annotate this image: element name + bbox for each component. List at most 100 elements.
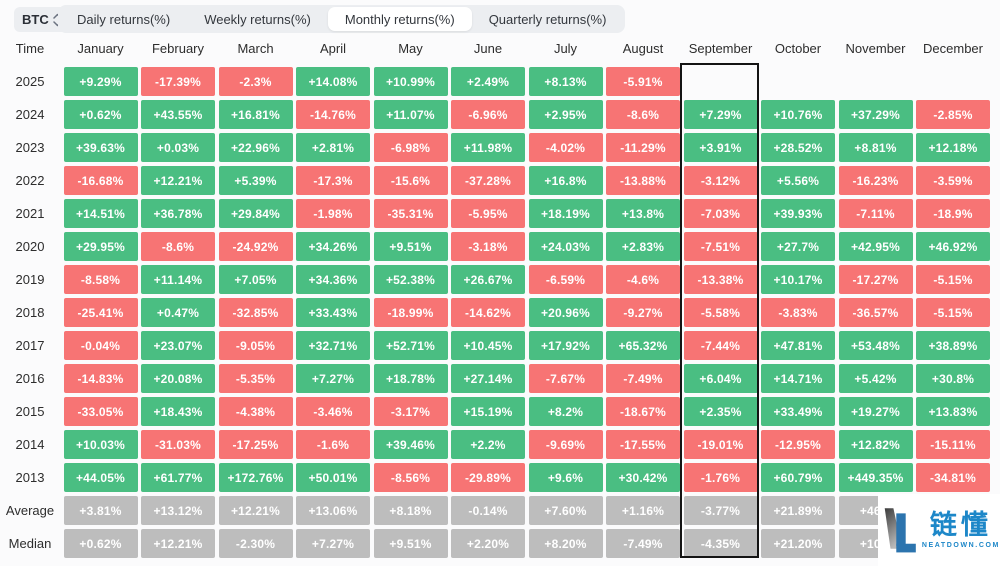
return-cell-2025-february: -17.39% xyxy=(141,67,215,96)
column-header-june: June xyxy=(473,41,503,56)
row-label-2016: 2016 xyxy=(15,371,45,386)
return-cell-2013-july: +9.6% xyxy=(528,463,603,492)
return-cell-2023-august: -11.29% xyxy=(606,133,680,162)
row-label-2013: 2013 xyxy=(15,470,45,485)
return-cell-2022-february: +12.21% xyxy=(141,166,215,195)
return-cell-2021-august: +13.8% xyxy=(606,199,680,228)
return-cell-2023-november: +8.81% xyxy=(838,133,913,162)
return-cell-2018-september: -5.58% xyxy=(683,298,758,327)
return-cell-2016-september: +6.04% xyxy=(683,364,758,393)
return-cell-median-january: +0.62% xyxy=(63,529,138,558)
row-label-2022: 2022 xyxy=(15,173,45,188)
return-cell-2017-november: +53.48% xyxy=(838,331,913,360)
return-cell-2015-april: -3.46% xyxy=(296,397,370,426)
return-cell-average-june: -0.14% xyxy=(451,496,525,525)
return-cell-2020-december: +46.92% xyxy=(916,232,990,261)
return-cell-2024-september: +7.29% xyxy=(683,100,758,129)
row-label-2014: 2014 xyxy=(15,437,45,452)
row-label-median: Median xyxy=(8,536,52,551)
return-cell-2018-august: -9.27% xyxy=(606,298,680,327)
return-cell-2019-november: -17.27% xyxy=(838,265,913,294)
return-cell-2022-march: +5.39% xyxy=(218,166,293,195)
return-cell-2015-february: +18.43% xyxy=(141,397,215,426)
return-cell-2018-may: -18.99% xyxy=(373,298,448,327)
return-cell-2024-february: +43.55% xyxy=(141,100,215,129)
return-cell-average-september: -3.77% xyxy=(683,496,758,525)
return-cell-2025-may: +10.99% xyxy=(373,67,448,96)
return-cell-2025-january: +9.29% xyxy=(63,67,138,96)
watermark-site-text: NEATDOWN.COM xyxy=(921,542,1000,550)
return-cell-2016-november: +5.42% xyxy=(838,364,913,393)
return-cell-2020-march: -24.92% xyxy=(218,232,293,261)
return-cell-2022-june: -37.28% xyxy=(451,166,525,195)
return-cell-2018-april: +33.43% xyxy=(296,298,370,327)
return-cell-2018-november: -36.57% xyxy=(838,298,913,327)
return-cell-2018-march: -32.85% xyxy=(218,298,293,327)
return-cell-2023-september: +3.91% xyxy=(683,133,758,162)
return-cell-2013-march: +172.76% xyxy=(218,463,293,492)
return-cell-2021-april: -1.98% xyxy=(296,199,370,228)
return-cell-2017-january: -0.04% xyxy=(63,331,138,360)
return-cell-average-october: +21.89% xyxy=(761,496,835,525)
return-cell-2019-april: +34.36% xyxy=(296,265,370,294)
return-cell-2020-february: -8.6% xyxy=(141,232,215,261)
column-header-april: April xyxy=(319,41,346,56)
return-cell-2016-january: -14.83% xyxy=(63,364,138,393)
return-cell-2022-april: -17.3% xyxy=(296,166,370,195)
return-cell-2022-january: -16.68% xyxy=(63,166,138,195)
return-cell-2019-december: -5.15% xyxy=(916,265,990,294)
return-cell-2015-september: +2.35% xyxy=(683,397,758,426)
return-cell-average-august: +1.16% xyxy=(606,496,680,525)
return-cell-2024-june: -6.96% xyxy=(451,100,525,129)
return-cell-average-february: +13.12% xyxy=(141,496,215,525)
return-cell-2017-march: -9.05% xyxy=(218,331,293,360)
return-cell-2016-june: +27.14% xyxy=(451,364,525,393)
return-cell-2016-march: -5.35% xyxy=(218,364,293,393)
return-cell-2023-april: +2.81% xyxy=(296,133,370,162)
return-cell-2014-january: +10.03% xyxy=(63,430,138,459)
return-cell-2020-august: +2.83% xyxy=(606,232,680,261)
return-cell-2022-july: +16.8% xyxy=(528,166,603,195)
tab-daily[interactable]: Daily returns(%) xyxy=(77,11,171,27)
return-cell-2016-may: +18.78% xyxy=(373,364,448,393)
return-cell-2024-april: -14.76% xyxy=(296,100,370,129)
tab-quarterly[interactable]: Quarterly returns(%) xyxy=(488,11,607,27)
return-cell-average-april: +13.06% xyxy=(296,496,370,525)
return-cell-2023-june: +11.98% xyxy=(451,133,525,162)
column-header-september: September xyxy=(688,41,753,56)
return-cell-2017-september: -7.44% xyxy=(683,331,758,360)
return-cell-2020-october: +27.7% xyxy=(761,232,835,261)
return-cell-median-august: -7.49% xyxy=(606,529,680,558)
return-cell-median-october: +21.20% xyxy=(761,529,835,558)
return-cell-median-july: +8.20% xyxy=(528,529,603,558)
return-cell-2014-october: -12.95% xyxy=(761,430,835,459)
return-cell-2020-may: +9.51% xyxy=(373,232,448,261)
return-cell-2024-january: +0.62% xyxy=(63,100,138,129)
return-cell-2020-november: +42.95% xyxy=(838,232,913,261)
return-cell-2020-september: -7.51% xyxy=(683,232,758,261)
return-cell-2013-february: +61.77% xyxy=(141,463,215,492)
return-cell-2024-december: -2.85% xyxy=(916,100,990,129)
return-cell-2023-january: +39.63% xyxy=(63,133,138,162)
return-cell-2013-june: -29.89% xyxy=(451,463,525,492)
return-cell-2021-march: +29.84% xyxy=(218,199,293,228)
row-label-2021: 2021 xyxy=(15,206,45,221)
return-cell-2023-december: +12.18% xyxy=(916,133,990,162)
tab-monthly[interactable]: Monthly returns(%) xyxy=(327,7,472,31)
return-cell-2020-june: -3.18% xyxy=(451,232,525,261)
return-cell-2025-august: -5.91% xyxy=(606,67,680,96)
return-cell-2014-july: -9.69% xyxy=(528,430,603,459)
return-cell-2014-march: -17.25% xyxy=(218,430,293,459)
return-cell-2021-december: -18.9% xyxy=(916,199,990,228)
return-cell-2016-august: -7.49% xyxy=(606,364,680,393)
return-cell-2018-january: -25.41% xyxy=(63,298,138,327)
return-cell-2025-december xyxy=(916,67,990,96)
return-cell-2017-august: +65.32% xyxy=(606,331,680,360)
return-cell-2013-november: +449.35% xyxy=(838,463,913,492)
return-cell-2023-march: +22.96% xyxy=(218,133,293,162)
return-cell-2022-september: -3.12% xyxy=(683,166,758,195)
tab-weekly[interactable]: Weekly returns(%) xyxy=(204,11,311,27)
row-label-2023: 2023 xyxy=(15,140,45,155)
column-header-december: December xyxy=(923,41,983,56)
row-label-2018: 2018 xyxy=(15,305,45,320)
